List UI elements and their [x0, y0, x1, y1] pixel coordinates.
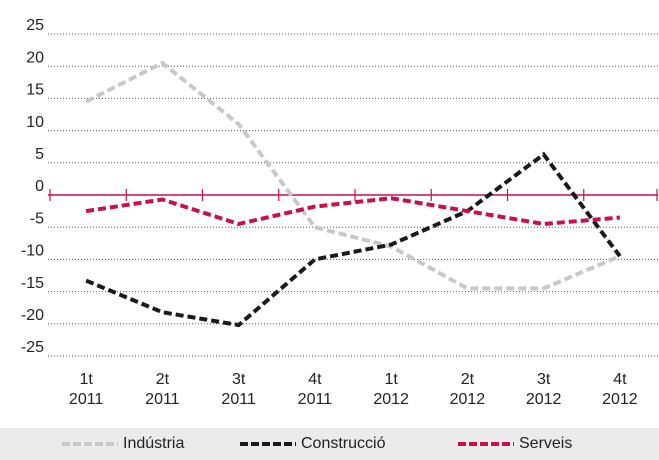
- x-tick-label: 4t 2012: [602, 371, 638, 408]
- series-line: [85, 151, 622, 328]
- x-tick-label: 2t 2012: [449, 371, 486, 408]
- series-line: [85, 196, 621, 227]
- legend-label: Construcció: [301, 435, 386, 452]
- x-tick-label: 1t 2012: [373, 371, 409, 408]
- x-tick-label: 1t 2011: [68, 371, 104, 408]
- y-tick-label: -5: [30, 210, 44, 227]
- x-tick-label: 3t 2012: [525, 371, 562, 408]
- y-tick-label: -25: [21, 339, 44, 356]
- legend-label: Indústria: [123, 435, 184, 452]
- y-tick-label: -20: [21, 307, 44, 324]
- y-tick-label: 15: [26, 82, 44, 99]
- y-tick-label: -10: [21, 243, 44, 260]
- x-tick-label: 3t 2011: [221, 371, 256, 408]
- x-tick-label: 4t 2011: [297, 371, 333, 408]
- y-tick-label: -15: [21, 275, 44, 292]
- series-line: [85, 60, 621, 291]
- y-tick-label: 25: [26, 17, 44, 34]
- y-tick-label: 20: [26, 49, 44, 66]
- y-tick-label: 5: [35, 146, 44, 163]
- y-tick-label: 0: [35, 178, 44, 195]
- x-tick-label: 2t 2011: [145, 371, 180, 408]
- legend-label: Serveis: [519, 435, 572, 452]
- y-tick-label: 10: [26, 114, 44, 131]
